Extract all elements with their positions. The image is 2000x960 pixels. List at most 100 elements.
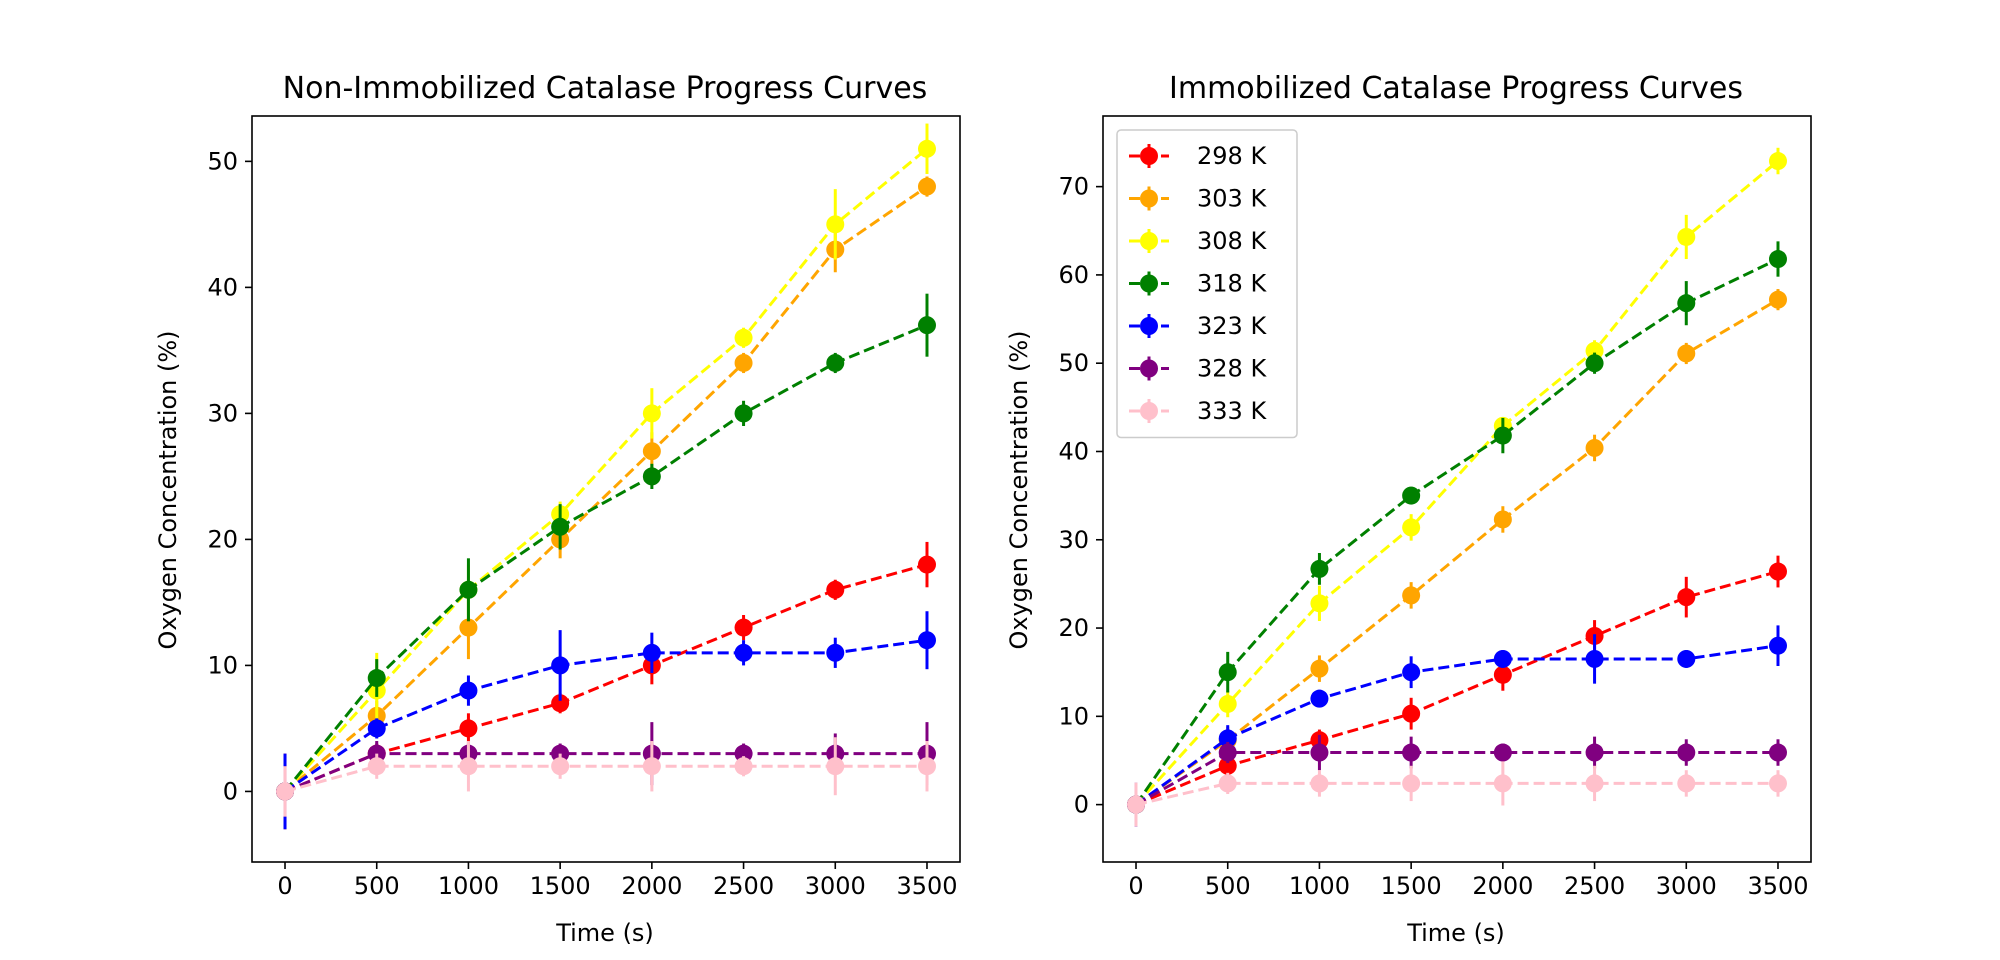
data-point bbox=[917, 316, 936, 335]
y-tick-label: 60 bbox=[1058, 261, 1089, 289]
data-point bbox=[826, 353, 845, 372]
data-point bbox=[367, 669, 386, 688]
data-point bbox=[1493, 665, 1512, 684]
data-point bbox=[826, 757, 845, 776]
data-point bbox=[1310, 743, 1329, 762]
data-point bbox=[1402, 486, 1421, 505]
legend-marker bbox=[1140, 274, 1158, 293]
data-point bbox=[1585, 774, 1604, 793]
x-tick-label: 1500 bbox=[1381, 872, 1442, 900]
legend-label: 328 K bbox=[1197, 355, 1267, 383]
data-point bbox=[1493, 649, 1512, 668]
legend-entry: 333 K bbox=[1129, 397, 1267, 425]
y-tick-label: 0 bbox=[1074, 791, 1089, 819]
data-point bbox=[1768, 290, 1787, 309]
legend-box bbox=[1116, 129, 1298, 439]
data-point bbox=[1493, 743, 1512, 762]
data-point bbox=[1310, 774, 1329, 793]
data-point bbox=[642, 643, 661, 662]
x-tick-label: 0 bbox=[1128, 872, 1143, 900]
data-point bbox=[551, 656, 570, 675]
y-axis-label: Oxygen Concentration (%) bbox=[154, 330, 182, 649]
legend: 298 K 303 K 308 K 318 K 323 K 328 K 333 K bbox=[1116, 129, 1298, 439]
data-point bbox=[1768, 250, 1787, 269]
data-point bbox=[917, 631, 936, 650]
data-point bbox=[734, 328, 753, 347]
data-point bbox=[917, 139, 936, 158]
y-tick-label: 50 bbox=[207, 147, 238, 175]
x-tick-label: 0 bbox=[277, 872, 292, 900]
data-point bbox=[1677, 649, 1696, 668]
x-tick-label: 3000 bbox=[805, 872, 866, 900]
data-point bbox=[1677, 743, 1696, 762]
data-point bbox=[1310, 594, 1329, 613]
data-point bbox=[1402, 704, 1421, 723]
data-point bbox=[551, 694, 570, 713]
series-line bbox=[1135, 751, 1778, 806]
x-tick-label: 2500 bbox=[713, 872, 774, 900]
legend-label: 323 K bbox=[1197, 312, 1267, 340]
y-tick-label: 70 bbox=[1058, 173, 1089, 201]
legend-entry: 303 K bbox=[1129, 185, 1267, 213]
data-point bbox=[1768, 152, 1787, 171]
data-point bbox=[1493, 426, 1512, 445]
x-tick-label: 2000 bbox=[1472, 872, 1533, 900]
data-point bbox=[459, 719, 478, 738]
legend-label: 303 K bbox=[1197, 185, 1267, 213]
data-point bbox=[1402, 743, 1421, 762]
legend-label: 318 K bbox=[1197, 270, 1267, 298]
y-tick-label: 10 bbox=[207, 651, 238, 679]
series-308-k bbox=[1127, 147, 1787, 823]
data-point bbox=[642, 467, 661, 486]
chart-title: Non-Immobilized Catalase Progress Curves bbox=[283, 71, 928, 106]
data-point bbox=[1218, 663, 1237, 682]
data-point bbox=[459, 757, 478, 776]
series-323-k bbox=[276, 611, 936, 830]
series-line bbox=[1135, 644, 1779, 806]
data-point bbox=[734, 353, 753, 372]
data-point bbox=[1585, 743, 1604, 762]
axes-frame bbox=[1102, 115, 1812, 863]
data-point bbox=[1585, 438, 1604, 457]
data-point bbox=[367, 719, 386, 738]
legend-label: 333 K bbox=[1197, 397, 1267, 425]
data-point bbox=[1310, 659, 1329, 678]
data-point bbox=[1218, 756, 1237, 775]
data-point bbox=[1402, 663, 1421, 682]
series-line bbox=[284, 752, 927, 793]
data-point bbox=[734, 643, 753, 662]
data-point bbox=[1768, 743, 1787, 762]
series-line bbox=[284, 185, 928, 793]
data-point bbox=[1218, 729, 1237, 748]
data-point bbox=[1402, 586, 1421, 605]
series-line bbox=[284, 764, 927, 793]
data-point bbox=[1585, 354, 1604, 373]
legend-marker bbox=[1140, 189, 1158, 208]
data-point bbox=[459, 681, 478, 700]
series-line bbox=[1134, 257, 1779, 806]
x-tick-label: 3000 bbox=[1656, 872, 1717, 900]
series-line bbox=[1135, 570, 1779, 806]
data-point bbox=[1677, 588, 1696, 607]
legend-entry: 318 K bbox=[1129, 270, 1267, 298]
axis-ticks: 0 500 1000 1500 2000 2500 3000 3500 0 10 20 30 40 50 6… bbox=[1058, 173, 1808, 900]
data-point bbox=[1677, 227, 1696, 246]
legend-marker bbox=[1140, 232, 1158, 250]
series-line bbox=[283, 323, 928, 793]
series-333-k bbox=[276, 737, 936, 817]
y-tick-label: 50 bbox=[1058, 349, 1089, 377]
x-tick-label: 1500 bbox=[530, 872, 591, 900]
series-line bbox=[283, 147, 928, 793]
data-point bbox=[642, 442, 661, 461]
legend-marker bbox=[1140, 359, 1158, 378]
data-point bbox=[459, 580, 478, 599]
data-point bbox=[826, 580, 845, 599]
series-line bbox=[284, 638, 928, 793]
data-point bbox=[1310, 559, 1329, 578]
data-point bbox=[917, 177, 936, 196]
legend-entry: 323 K bbox=[1129, 312, 1267, 340]
legend-marker bbox=[1140, 317, 1158, 335]
plot-area bbox=[276, 123, 936, 830]
data-point bbox=[1677, 294, 1696, 313]
y-tick-label: 40 bbox=[1058, 437, 1089, 465]
